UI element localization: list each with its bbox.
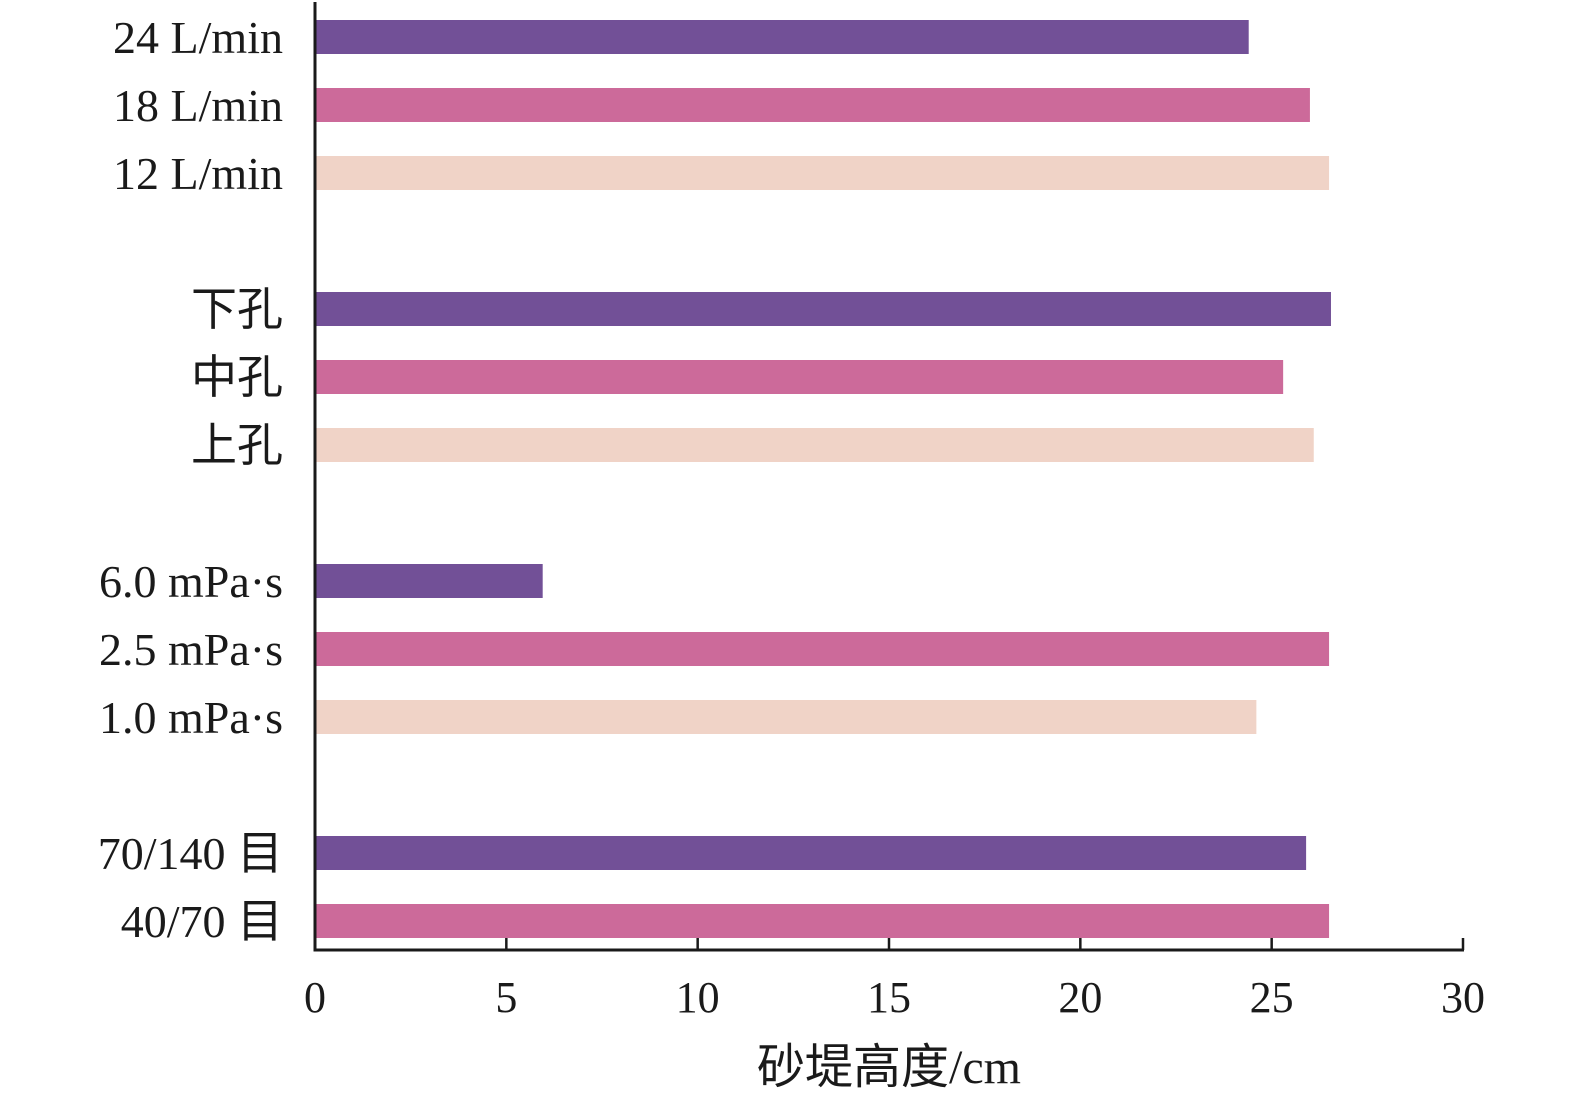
bar: [315, 564, 543, 598]
x-tick-label: 10: [676, 973, 720, 1022]
category-label: 24 L/min: [113, 12, 283, 63]
category-label: 12 L/min: [113, 148, 283, 199]
x-ticks: 0 5 10 15 20 25 30: [304, 938, 1485, 1022]
category-label: 中孔: [191, 352, 283, 403]
x-tick-label: 5: [495, 973, 517, 1022]
bar: [315, 20, 1249, 54]
category-label: 70/140 目: [98, 828, 283, 879]
x-axis-title: 砂堤高度/cm: [757, 1041, 1021, 1094]
category-label: 40/70 目: [121, 896, 283, 947]
axes: [313, 2, 1464, 952]
bar: [315, 88, 1310, 122]
category-label: 下孔: [191, 284, 283, 335]
category-label: 6.0 mPa·s: [99, 556, 283, 607]
category-label: 2.5 mPa·s: [99, 624, 283, 675]
bar: [315, 632, 1330, 666]
x-tick-label: 20: [1058, 973, 1102, 1022]
bar: [315, 156, 1330, 190]
bar: [315, 700, 1257, 734]
x-tick-label: 30: [1441, 973, 1485, 1022]
bar: [315, 836, 1307, 870]
x-tick-label: 25: [1250, 973, 1294, 1022]
x-tick-label: 15: [867, 973, 911, 1022]
category-label: 上孔: [191, 420, 283, 471]
category-label: 1.0 mPa·s: [99, 692, 283, 743]
category-label: 18 L/min: [113, 80, 283, 131]
bar: [315, 428, 1314, 462]
bar: [315, 360, 1284, 394]
x-tick-label: 0: [304, 973, 326, 1022]
bar: [315, 904, 1330, 938]
bar: [315, 292, 1331, 326]
bars-layer: [315, 20, 1331, 938]
